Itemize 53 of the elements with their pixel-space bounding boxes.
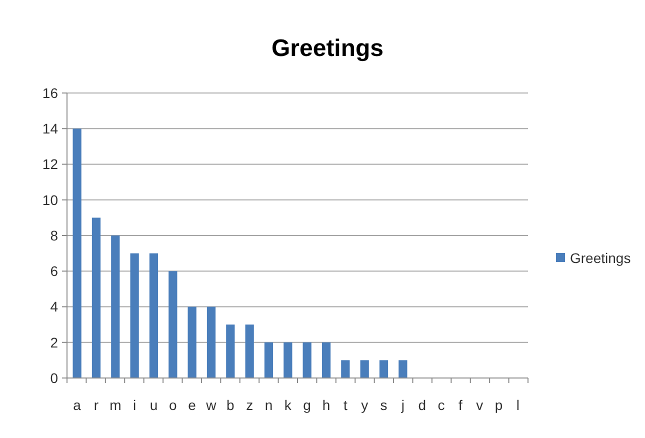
x-tick-label: i (133, 397, 136, 413)
x-tick-label: h (322, 397, 330, 413)
bar (149, 253, 158, 378)
y-tick-label: 14 (42, 120, 58, 137)
x-tick-label: k (284, 397, 292, 413)
x-tick-label: o (169, 397, 178, 413)
legend-label: Greetings (570, 250, 631, 266)
x-tick-label: b (226, 397, 235, 413)
bar (341, 360, 350, 378)
x-tick-label: l (516, 397, 520, 413)
bar (379, 360, 388, 378)
bar (245, 324, 254, 378)
y-tick-label: 12 (42, 156, 58, 172)
chart-title: Greetings (271, 35, 384, 62)
bar (284, 342, 292, 378)
x-tick-label: s (380, 397, 388, 413)
bar (398, 360, 408, 378)
x-tick-label: j (400, 397, 404, 413)
bar (264, 342, 274, 378)
x-tick-label: e (188, 397, 196, 413)
x-tick-label: u (150, 397, 158, 413)
bar (206, 306, 216, 378)
x-tick-label: y (361, 397, 368, 413)
x-tick-label: d (418, 397, 426, 413)
x-tick-label: m (110, 397, 122, 413)
x-tick-label: w (205, 397, 218, 413)
x-tick-label: z (246, 397, 254, 413)
x-tick-label: a (73, 397, 82, 413)
y-tick-label: 8 (50, 227, 58, 244)
bar (226, 324, 235, 378)
y-tick-label: 4 (50, 298, 58, 315)
x-tick-label: t (343, 397, 348, 413)
bar (188, 306, 196, 378)
x-tick-label: c (438, 397, 445, 413)
bar (360, 360, 369, 378)
x-tick-label: r (94, 397, 99, 413)
y-tick-label: 16 (42, 84, 58, 101)
x-tick-label: f (458, 397, 462, 413)
bar (168, 271, 178, 378)
bar (302, 342, 312, 378)
y-tick-label: 0 (50, 370, 58, 386)
x-tick-label: p (494, 397, 503, 413)
bar (322, 342, 331, 378)
x-tick-label: v (476, 397, 484, 413)
bar (92, 218, 101, 378)
bar (72, 128, 82, 378)
bar (111, 236, 120, 378)
y-tick-label: 6 (50, 263, 58, 280)
bar (130, 253, 139, 378)
x-tick-label: g (303, 397, 311, 413)
y-tick-label: 10 (42, 192, 58, 208)
x-tick-label: n (264, 397, 273, 413)
y-tick-label: 2 (50, 334, 58, 350)
